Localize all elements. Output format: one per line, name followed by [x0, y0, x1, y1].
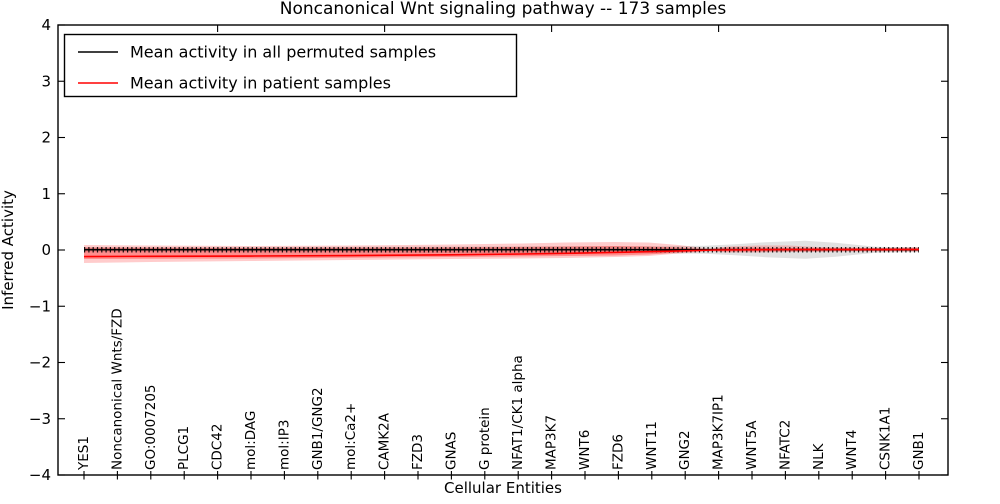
ytick-label: 2: [41, 129, 51, 147]
category-label: WNT11: [644, 421, 660, 470]
ytick-label: −4: [29, 466, 51, 484]
category-label: WNT5A: [744, 420, 760, 470]
legend-label-patient: Mean activity in patient samples: [130, 74, 391, 93]
ytick-label: 1: [41, 185, 51, 203]
category-label: MAP3K7: [544, 415, 560, 470]
ytick-label: −2: [29, 354, 51, 372]
ytick-label: 0: [41, 241, 51, 259]
y-axis-label: Inferred Activity: [0, 190, 17, 310]
ytick-label: −1: [29, 297, 51, 315]
legend: Mean activity in all permuted samples Me…: [63, 33, 518, 98]
patient-mean-line: [83, 248, 920, 258]
ytick-label: 4: [41, 16, 51, 34]
category-label: FZD6: [610, 434, 626, 470]
category-label: NLK: [811, 442, 827, 470]
category-label: CDC42: [210, 424, 226, 470]
data-series: [83, 246, 920, 258]
ytick-label: 3: [41, 72, 51, 90]
category-label: GNAS: [443, 432, 459, 470]
category-label: WNT6: [577, 430, 593, 470]
category-label: GO:0007205: [143, 384, 159, 470]
category-label: GNG2: [677, 430, 693, 470]
category-label: mol:IP3: [276, 420, 292, 470]
category-label: G protein: [477, 407, 493, 470]
legend-box: [63, 33, 518, 98]
category-label: GNB1: [911, 432, 927, 470]
category-label: CAMK2A: [377, 412, 393, 470]
category-label: Noncanonical Wnts/FZD: [109, 308, 125, 470]
category-labels: YES1 Noncanonical Wnts/FZD GO:0007205 PLCG1…: [76, 308, 927, 471]
category-label: YES1: [76, 436, 92, 471]
category-label: NFAT1/CK1 alpha: [510, 355, 526, 470]
category-label: MAP3K7IP1: [711, 394, 727, 470]
plot-frame: [57, 24, 949, 476]
legend-label-permuted: Mean activity in all permuted samples: [130, 43, 436, 62]
category-label: GNB1/GNG2: [310, 387, 326, 470]
category-label: PLCG1: [176, 426, 192, 470]
ytick-labels: 4 3 2 1 0 −1 −2 −3 −4: [29, 16, 51, 484]
category-label: CSNK1A1: [878, 407, 894, 470]
category-label: NFATC2: [777, 420, 793, 470]
category-label: mol:DAG: [243, 411, 259, 470]
category-label: mol:Ca2+: [343, 403, 359, 470]
category-label: WNT4: [844, 430, 860, 470]
ytick-label: −3: [29, 410, 51, 428]
category-label: FZD3: [410, 434, 426, 470]
x-axis-label: Cellular Entities: [444, 479, 562, 497]
patient-samples-std-band-outer: [84, 242, 919, 263]
chart-title: Noncanonical Wnt signaling pathway -- 17…: [280, 0, 727, 19]
